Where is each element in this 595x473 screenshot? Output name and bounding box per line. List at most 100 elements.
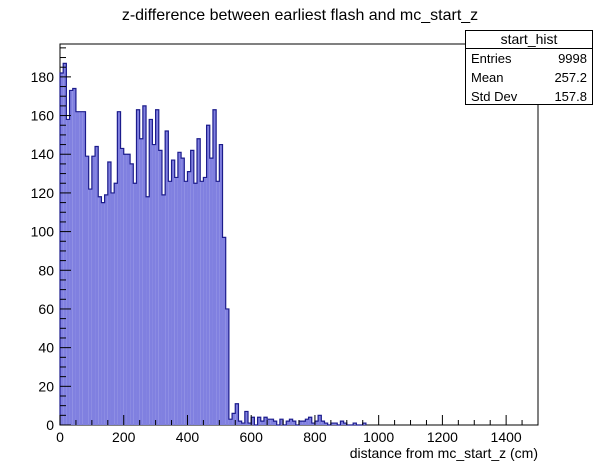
histogram-bar xyxy=(216,181,220,425)
histogram-bar xyxy=(152,144,156,425)
histogram-bar xyxy=(184,181,188,425)
histogram-bar xyxy=(168,181,172,425)
histogram-bar xyxy=(321,421,325,425)
stats-row-mean: Mean 257.2 xyxy=(466,68,592,87)
histogram-bar xyxy=(248,423,252,425)
histogram-bar xyxy=(139,138,143,426)
histogram-bar xyxy=(209,158,213,425)
x-tick-label: 1400 xyxy=(491,429,522,445)
histogram-bar xyxy=(318,415,322,425)
histogram-bar xyxy=(88,189,92,425)
histogram-bar xyxy=(120,148,124,425)
stats-value: 157.8 xyxy=(554,89,587,104)
histogram-bar xyxy=(146,196,150,425)
stats-row-stddev: Std Dev 157.8 xyxy=(466,87,592,106)
histogram-bar xyxy=(362,423,366,425)
histogram-bar xyxy=(79,111,83,425)
x-tick-label: 400 xyxy=(176,429,200,445)
stats-value: 257.2 xyxy=(554,70,587,85)
histogram-bar xyxy=(142,105,147,425)
histogram-bar xyxy=(193,183,198,425)
histogram-bar xyxy=(95,146,99,425)
histogram-bar xyxy=(63,63,67,426)
histogram-bar xyxy=(133,183,137,425)
x-tick-label: 800 xyxy=(303,429,327,445)
y-tick-label: 60 xyxy=(38,301,54,317)
y-tick-label: 140 xyxy=(31,146,55,162)
y-tick-label: 20 xyxy=(38,378,54,394)
histogram-bar xyxy=(353,423,357,425)
histogram-bar xyxy=(343,423,347,425)
stats-box-title: start_hist xyxy=(466,31,592,49)
x-tick-label: 0 xyxy=(56,429,64,445)
x-tick-label: 200 xyxy=(112,429,136,445)
histogram-bar xyxy=(136,109,140,425)
histogram-bar xyxy=(251,417,255,425)
histogram-bar xyxy=(91,156,96,425)
histogram-bar xyxy=(270,419,274,425)
histogram-bar xyxy=(72,88,76,425)
histogram-bar xyxy=(101,202,105,425)
histogram-bar xyxy=(244,411,249,425)
histogram-bar xyxy=(235,403,239,425)
histogram-bar xyxy=(273,421,277,425)
stats-label: Std Dev xyxy=(471,89,518,104)
y-tick-label: 120 xyxy=(31,185,55,201)
histogram-bar xyxy=(308,417,312,425)
histogram-bar xyxy=(228,419,233,425)
histogram-bar xyxy=(219,144,223,425)
histogram-bar xyxy=(98,196,102,425)
histogram-bar xyxy=(69,90,73,425)
histogram-bar xyxy=(232,413,236,425)
histogram-bar xyxy=(174,177,178,425)
histogram-bar xyxy=(181,158,185,425)
histogram-bar xyxy=(334,423,338,425)
y-tick-label: 160 xyxy=(31,108,55,124)
histogram-bar xyxy=(225,308,229,425)
histogram-bar xyxy=(171,160,175,426)
histogram-bar xyxy=(238,421,242,425)
y-tick-label: 0 xyxy=(46,417,54,433)
y-tick-label: 180 xyxy=(31,69,55,85)
histogram-bar xyxy=(75,111,80,425)
x-tick-label: 600 xyxy=(240,429,264,445)
histogram-bar xyxy=(340,421,344,425)
x-tick-label: 1000 xyxy=(363,429,394,445)
histogram-outline xyxy=(59,62,367,426)
histogram-bar xyxy=(279,419,284,425)
y-axis: 0 20 40 60 80 100 120 140 160 180 xyxy=(31,47,71,433)
histogram-bar xyxy=(177,152,182,425)
histogram-bar xyxy=(292,421,296,425)
histogram-bar xyxy=(330,423,335,425)
histogram-bar xyxy=(130,163,134,425)
histogram-bar xyxy=(187,171,191,425)
y-tick-label: 80 xyxy=(38,262,54,278)
histogram-bar xyxy=(263,417,268,425)
histogram-bar xyxy=(267,419,271,425)
histogram-bar xyxy=(158,150,162,426)
stats-value: 9998 xyxy=(558,51,587,66)
y-tick-label: 100 xyxy=(31,224,55,240)
x-tick-label: 1200 xyxy=(427,429,458,445)
histogram-bar xyxy=(286,421,290,425)
histogram-bars xyxy=(59,62,367,426)
histogram-bar xyxy=(85,156,89,425)
histogram-bar xyxy=(110,192,115,425)
chart-title: z-difference between earliest flash and … xyxy=(122,7,478,24)
histogram-bar xyxy=(314,421,319,425)
histogram-bar xyxy=(305,419,309,425)
histogram-bar xyxy=(66,119,70,426)
x-axis-label: distance from mc_start_z (cm) xyxy=(350,445,538,461)
histogram-bar xyxy=(190,150,194,426)
histogram-bar xyxy=(260,421,264,425)
histogram-bar xyxy=(155,109,159,425)
histogram-bar xyxy=(117,111,121,425)
histogram-bar xyxy=(82,111,86,425)
histogram-bar xyxy=(126,154,131,425)
histogram-bar xyxy=(149,119,153,426)
histogram-bar xyxy=(197,138,201,426)
histogram-bar xyxy=(165,131,169,425)
histogram-bar xyxy=(311,423,315,425)
histogram-bar xyxy=(114,183,118,425)
